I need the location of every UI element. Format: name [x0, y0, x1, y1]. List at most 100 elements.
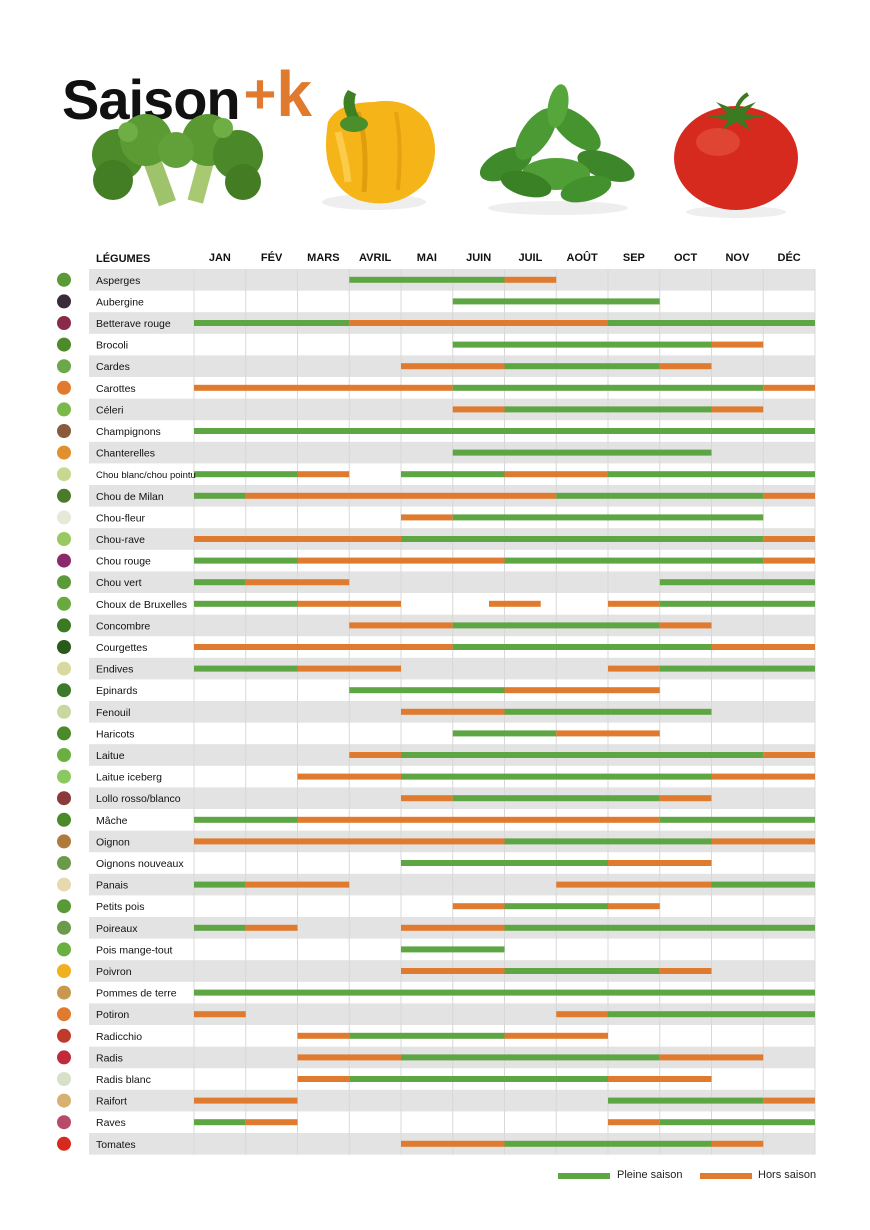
season-bar	[452, 406, 505, 413]
season-bar	[711, 773, 815, 780]
season-bar	[659, 363, 712, 370]
vegetable-icon	[57, 1115, 71, 1130]
month-header: SEP	[623, 252, 645, 264]
season-bar	[504, 708, 712, 715]
season-bar	[504, 406, 712, 413]
vegetable-icon	[57, 488, 71, 503]
season-bar	[245, 881, 350, 888]
season-bar	[194, 1097, 298, 1104]
season-bar	[608, 320, 815, 326]
tomato-image	[674, 92, 798, 218]
season-bar	[401, 860, 608, 866]
vegetable-icon	[57, 1093, 71, 1108]
season-bar	[401, 471, 505, 478]
season-bar	[504, 1032, 608, 1039]
vegetable-icon	[57, 424, 71, 438]
vegetable-label: Céleri	[96, 404, 123, 416]
season-bar	[349, 1076, 608, 1082]
month-header: JUIN	[466, 252, 491, 264]
vegetable-label: Mâche	[96, 815, 128, 827]
vegetable-label: Endives	[96, 664, 133, 676]
season-bar	[349, 1032, 505, 1039]
vegetable-icon	[57, 1136, 71, 1151]
season-bar	[194, 816, 298, 823]
season-bar	[401, 708, 505, 715]
vegetable-label: Raifort	[96, 1096, 127, 1108]
legend-swatch-hors	[700, 1173, 752, 1179]
row-background	[89, 1003, 815, 1025]
season-bar	[608, 665, 660, 672]
vegetable-label: Chanterelles	[96, 448, 155, 460]
season-bar	[452, 298, 660, 305]
vegetable-icon	[57, 899, 71, 914]
season-bar	[401, 1054, 660, 1061]
season-bar	[659, 1054, 764, 1061]
season-bar	[452, 514, 764, 521]
vegetable-label: Asperges	[96, 275, 140, 287]
season-bar	[194, 644, 453, 650]
season-bar	[194, 600, 298, 607]
season-bar	[659, 622, 712, 629]
vegetable-label: Chou blanc/chou pointu	[96, 470, 196, 481]
vegetable-label: Radicchio	[96, 1031, 142, 1043]
season-bar	[401, 795, 453, 802]
vegetable-label: Panais	[96, 880, 128, 892]
season-bar	[608, 471, 815, 478]
vegetable-icon	[57, 834, 71, 849]
vegetable-icon	[57, 877, 71, 892]
vegetable-label: Champignons	[96, 426, 161, 438]
season-bar	[763, 1097, 815, 1104]
vegetable-label: Aubergine	[96, 296, 144, 308]
vegetable-icon	[57, 402, 71, 417]
vegetable-icon	[57, 445, 71, 460]
season-bar	[763, 557, 815, 564]
month-header: NOV	[725, 252, 750, 264]
season-bar	[452, 622, 660, 629]
vegetable-label: Haricots	[96, 728, 135, 740]
season-bar	[763, 536, 815, 542]
season-bar	[194, 384, 453, 391]
row-background	[89, 571, 815, 593]
season-bar	[659, 579, 815, 586]
broccoli-image	[92, 114, 263, 207]
season-bar	[349, 687, 505, 694]
season-bar	[711, 406, 764, 413]
season-bar	[194, 1119, 246, 1126]
season-bar	[711, 1140, 764, 1147]
salad-image	[479, 84, 635, 215]
season-bar	[194, 320, 350, 326]
season-bar	[763, 752, 815, 758]
legend-label-hors: Hors saison	[758, 1169, 817, 1181]
vegetable-label: Carottes	[96, 383, 136, 395]
row-background	[89, 398, 815, 421]
vegetable-label: Laitue	[96, 750, 125, 762]
legend-swatch-pleine	[558, 1173, 610, 1179]
vegetable-icon	[57, 359, 71, 374]
month-header: JUIL	[518, 252, 542, 264]
season-bar	[504, 838, 712, 845]
vegetable-label: Epinards	[96, 685, 137, 697]
vegetable-label: Pois mange-tout	[96, 944, 173, 956]
season-bar	[194, 557, 298, 564]
season-bar	[194, 492, 246, 499]
season-bar	[488, 600, 541, 607]
season-bar	[401, 363, 505, 370]
season-bar	[711, 838, 815, 845]
brand-plus: +	[243, 62, 277, 125]
vegetable-label: Petits pois	[96, 901, 144, 913]
vegetable-icon	[57, 748, 71, 762]
vegetable-icon	[57, 942, 71, 957]
vegetable-icon	[57, 964, 71, 978]
season-bar	[608, 1011, 815, 1018]
season-bar	[452, 903, 505, 910]
season-bar	[194, 881, 246, 888]
vegetable-icon	[57, 985, 71, 1000]
legend-label-pleine: Pleine saison	[617, 1169, 683, 1181]
season-bar	[504, 968, 660, 974]
season-bar	[504, 557, 764, 564]
vegetable-label: Poireaux	[96, 923, 138, 935]
season-bar	[194, 471, 298, 478]
season-bar	[659, 600, 815, 607]
season-bar	[297, 816, 660, 823]
